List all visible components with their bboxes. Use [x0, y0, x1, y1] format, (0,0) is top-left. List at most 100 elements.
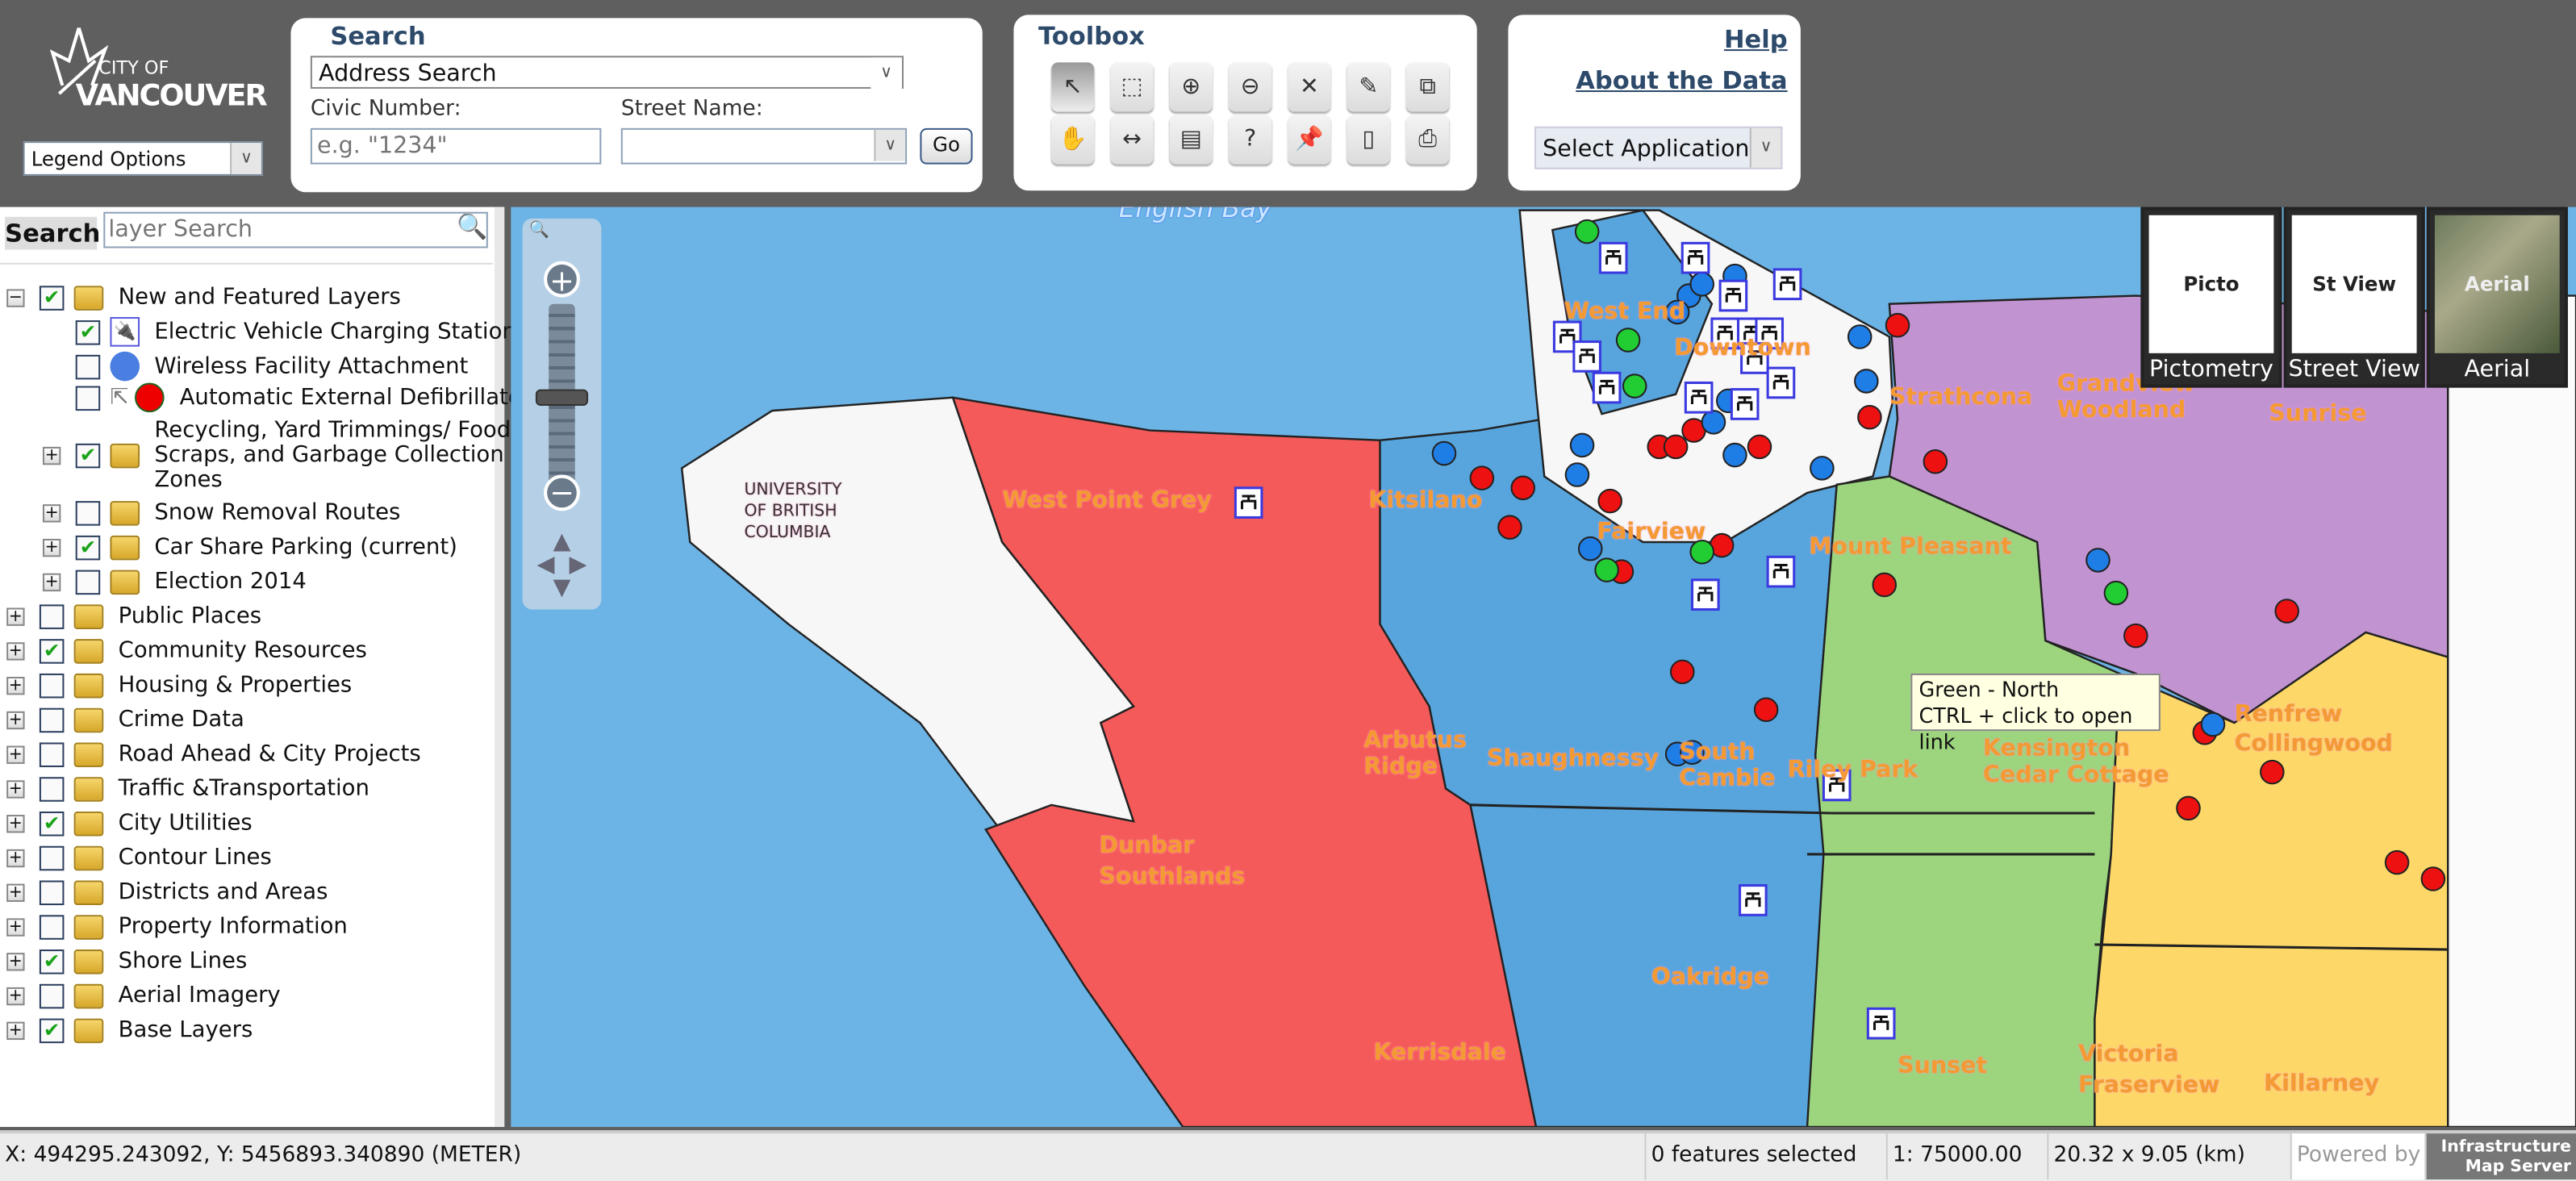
layer-item[interactable]: + Public Places — [6, 599, 261, 632]
ev-charging-station-marker[interactable] — [1710, 317, 1740, 350]
defibrillator-marker[interactable] — [1670, 659, 1695, 685]
layer-item[interactable]: + Election 2014 — [42, 565, 307, 599]
collection-zone-marker[interactable] — [1594, 557, 1619, 582]
ev-charging-station-marker[interactable] — [1766, 555, 1796, 588]
expand-icon[interactable]: + — [6, 952, 25, 970]
defibrillator-marker[interactable] — [1857, 404, 1882, 430]
layer-item[interactable]: + ✔ Car Share Parking (current) — [42, 531, 457, 564]
layer-checkbox[interactable]: ✔ — [39, 810, 65, 836]
zone-yellow[interactable] — [2094, 631, 2449, 1127]
layer-checkbox[interactable] — [75, 500, 101, 525]
ev-charging-station-marker[interactable] — [1592, 371, 1622, 404]
layer-search-input[interactable] — [103, 211, 488, 248]
collection-zone-marker[interactable] — [1689, 539, 1714, 565]
ev-charging-station-marker[interactable] — [1690, 578, 1720, 611]
wireless-facility-marker[interactable] — [2200, 712, 2226, 737]
pan-arrows[interactable]: ▲ ◀ ▶ ▼ — [536, 528, 587, 602]
map-layers[interactable] — [511, 207, 2576, 1127]
layer-search-button[interactable]: Search — [5, 216, 100, 250]
layer-checkbox[interactable] — [39, 741, 65, 766]
expand-icon[interactable]: + — [42, 503, 61, 522]
layer-checkbox[interactable]: ✔ — [39, 285, 65, 310]
printer-tool-button[interactable]: ⎙ — [1406, 115, 1450, 165]
layer-checkbox[interactable] — [39, 707, 65, 732]
zoom-in-button[interactable]: + — [544, 261, 580, 299]
zoom-box-tool-button[interactable]: ⬚ — [1110, 62, 1154, 112]
layer-checkbox[interactable] — [39, 603, 65, 628]
street-view-view-button[interactable]: St View Street View — [2283, 207, 2425, 388]
layer-checkbox[interactable] — [39, 914, 65, 939]
defibrillator-marker[interactable] — [2260, 759, 2285, 785]
layer-item[interactable]: + ✔ Recycling, Yard Trimmings/ Food Scraps… — [42, 415, 516, 495]
layer-item[interactable]: ✔ 🔌 Electric Vehicle Charging Stations — [75, 315, 528, 348]
wireless-facility-marker[interactable] — [1810, 456, 1835, 481]
civic-number-input[interactable] — [310, 127, 602, 165]
layer-item[interactable]: Wireless Facility Attachment — [75, 350, 468, 383]
layer-item[interactable]: + ✔ Shore Lines — [6, 945, 247, 978]
edit-legend-tool-button[interactable]: ✎ — [1346, 62, 1390, 112]
layer-item[interactable]: + Districts and Areas — [6, 875, 328, 908]
wireless-facility-marker[interactable] — [1689, 272, 1714, 297]
defibrillator-marker[interactable] — [2420, 866, 2446, 891]
go-button[interactable]: Go — [920, 127, 973, 165]
expand-icon[interactable]: + — [6, 883, 25, 901]
ev-charging-station-marker[interactable] — [1552, 320, 1582, 353]
ev-charging-station-marker[interactable] — [1234, 486, 1263, 519]
layer-checkbox[interactable] — [75, 385, 101, 411]
defibrillator-marker[interactable] — [1747, 434, 1772, 460]
layer-item[interactable]: + Traffic &Transportation — [6, 772, 369, 805]
zoom-out-tool-button[interactable]: ⊖ — [1229, 62, 1272, 112]
layer-item[interactable]: + Aerial Imagery — [6, 979, 281, 1012]
expand-icon[interactable]: + — [6, 917, 25, 936]
ev-charging-station-marker[interactable] — [1739, 884, 1768, 916]
zoom-slider-handle[interactable] — [535, 389, 589, 406]
search-type-select[interactable]: Address Search ∨ — [310, 56, 904, 89]
defibrillator-marker[interactable] — [1469, 465, 1495, 490]
zoom-out-button[interactable]: − — [544, 474, 580, 511]
legend-options-select[interactable]: Legend Options ∨ — [23, 141, 263, 176]
expand-icon[interactable]: + — [6, 1020, 25, 1040]
layer-checkbox[interactable]: ✔ — [75, 442, 101, 468]
select-application-dropdown[interactable]: Select Application ∨ — [1534, 126, 1783, 169]
ev-charging-station-marker[interactable] — [1572, 340, 1601, 373]
expand-icon[interactable]: + — [6, 848, 25, 867]
wireless-facility-marker[interactable] — [1722, 442, 1747, 468]
wireless-facility-marker[interactable] — [1680, 740, 1705, 765]
defibrillator-marker[interactable] — [1923, 449, 1948, 474]
ev-charging-station-marker[interactable] — [1718, 279, 1748, 312]
ev-charging-station-marker[interactable] — [1766, 366, 1796, 399]
expand-icon[interactable]: + — [6, 641, 25, 660]
east-boundary-land[interactable] — [2447, 294, 2576, 1127]
wireless-facility-marker[interactable] — [1564, 462, 1590, 487]
expand-icon[interactable]: + — [42, 537, 61, 557]
layer-checkbox[interactable]: ✔ — [75, 319, 101, 344]
wireless-facility-marker[interactable] — [1701, 410, 1726, 435]
wireless-facility-marker[interactable] — [1847, 324, 1873, 349]
layer-item[interactable]: + ✔ Base Layers — [6, 1013, 253, 1046]
collection-zone-marker[interactable] — [1615, 328, 1641, 353]
measure-area-tool-button[interactable]: ▤ — [1169, 115, 1213, 165]
defibrillator-marker[interactable] — [1872, 572, 1898, 598]
layer-checkbox[interactable] — [39, 983, 65, 1008]
expand-icon[interactable]: + — [42, 572, 61, 591]
layer-item[interactable]: + ✔ Community Resources — [6, 634, 367, 667]
print-page-tool-button[interactable]: ▯ — [1346, 115, 1390, 165]
defibrillator-marker[interactable] — [1885, 312, 1910, 338]
collapse-icon[interactable]: − — [6, 288, 25, 307]
ev-charging-station-marker[interactable] — [1730, 388, 1760, 420]
layer-checkbox[interactable] — [39, 776, 65, 801]
layer-checkbox[interactable] — [39, 845, 65, 870]
defibrillator-marker[interactable] — [2384, 849, 2410, 875]
wireless-facility-marker[interactable] — [1854, 369, 1879, 394]
layer-item[interactable]: + ✔ City Utilities — [6, 807, 253, 840]
expand-icon[interactable]: + — [6, 779, 25, 798]
ev-charging-station-marker[interactable] — [1822, 769, 1852, 802]
street-name-select[interactable]: ∨ — [620, 127, 908, 165]
copy-tool-button[interactable]: ⧉ — [1406, 62, 1450, 112]
layer-checkbox[interactable]: ✔ — [39, 949, 65, 974]
magnifier-icon[interactable]: 🔍 — [457, 211, 488, 242]
defibrillator-marker[interactable] — [1510, 475, 1536, 501]
layer-checkbox[interactable]: ✔ — [39, 1017, 65, 1043]
layer-item[interactable]: + Crime Data — [6, 703, 244, 737]
defibrillator-marker[interactable] — [1663, 434, 1689, 460]
